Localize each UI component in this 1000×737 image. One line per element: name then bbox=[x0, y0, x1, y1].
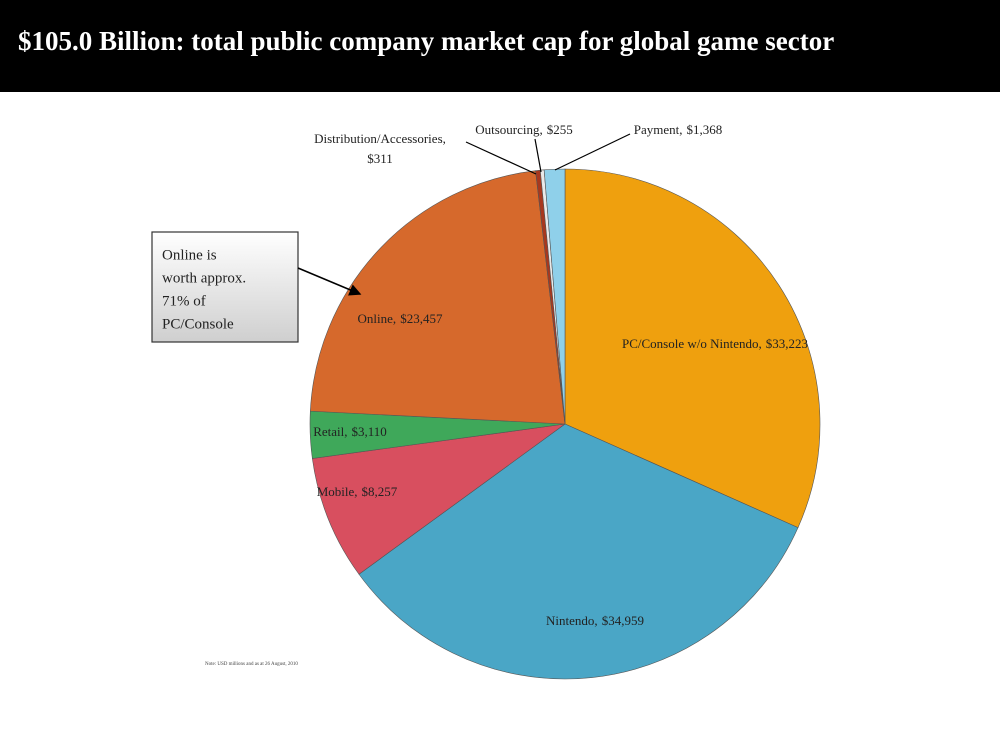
annotation-arrow bbox=[297, 267, 362, 296]
pie-slice bbox=[312, 423, 566, 575]
annotation-text: PC/Console bbox=[162, 316, 234, 332]
annotation-text: Online is bbox=[162, 247, 217, 263]
data-label-category: Online, bbox=[358, 311, 397, 326]
data-label-category: Payment, bbox=[634, 122, 683, 137]
annotation-text: worth approx. bbox=[162, 270, 246, 286]
footnote: Note: USD millions and as at 26 August, … bbox=[205, 662, 298, 667]
data-label-value: $23,457 bbox=[400, 311, 443, 326]
data-label-value: $33,223 bbox=[766, 336, 808, 351]
pie-slice bbox=[310, 170, 566, 425]
pie-slice bbox=[358, 423, 799, 680]
data-label-value: $3,110 bbox=[352, 424, 387, 439]
data-label-category: Distribution/Accessories, bbox=[314, 131, 446, 146]
leader-line bbox=[554, 133, 631, 171]
data-label-category: Mobile, bbox=[317, 484, 358, 499]
annotation-box bbox=[151, 231, 299, 343]
annotation-text: 71% of bbox=[162, 293, 206, 309]
data-label-value: $311 bbox=[367, 151, 393, 166]
data-label: PC/Console w/o Nintendo, $33,223 bbox=[622, 336, 808, 351]
data-label: Distribution/Accessories, $311 bbox=[314, 131, 446, 166]
data-label: Payment, $1,368 bbox=[634, 122, 723, 137]
data-label-value: $34,959 bbox=[602, 613, 644, 628]
pie bbox=[309, 168, 821, 680]
data-label-category: Nintendo, bbox=[546, 613, 598, 628]
data-label-value: $255 bbox=[547, 122, 573, 137]
chart-title: $105.0 Billion: total public company mar… bbox=[18, 26, 834, 56]
data-label-value: $1,368 bbox=[687, 122, 723, 137]
data-label: Mobile, $8,257 bbox=[317, 484, 398, 499]
leader-line bbox=[465, 141, 537, 175]
data-label-category: PC/Console w/o Nintendo, bbox=[622, 336, 762, 351]
data-label: Online, $23,457 bbox=[358, 311, 443, 326]
data-label: Retail, $3,110 bbox=[313, 424, 387, 439]
data-label-category: Retail, bbox=[313, 424, 347, 439]
pie-slice bbox=[564, 168, 821, 529]
data-label: Nintendo, $34,959 bbox=[546, 613, 644, 628]
title-bar bbox=[0, 0, 1000, 92]
data-label-value: $8,257 bbox=[362, 484, 398, 499]
leader-line bbox=[534, 138, 542, 173]
data-label-category: Outsourcing, bbox=[475, 122, 543, 137]
data-label: Outsourcing, $255 bbox=[475, 122, 573, 137]
pie-slice bbox=[543, 168, 566, 425]
